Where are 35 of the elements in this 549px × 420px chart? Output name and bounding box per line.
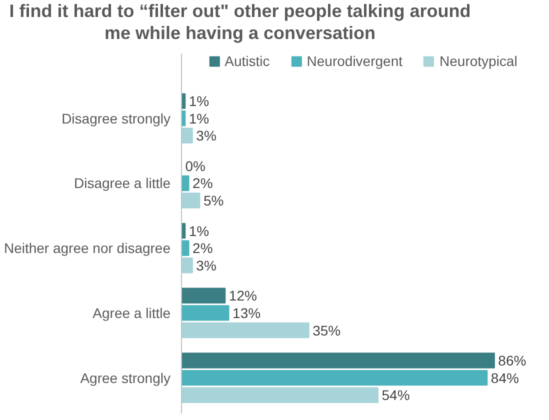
bar bbox=[182, 128, 193, 144]
data-label: 1% bbox=[188, 93, 210, 110]
data-label: 13% bbox=[232, 304, 261, 321]
data-label: 5% bbox=[203, 192, 224, 209]
y-tick-label: Neither agree nor disagree bbox=[4, 240, 171, 256]
bar bbox=[182, 288, 226, 304]
data-label: 0% bbox=[185, 158, 206, 174]
bar bbox=[182, 352, 495, 368]
data-label: 54% bbox=[382, 387, 410, 404]
y-tick-label: Disagree strongly bbox=[62, 110, 170, 126]
data-label: 3% bbox=[196, 128, 216, 144]
legend-label: Neurodivergent bbox=[306, 53, 403, 69]
data-label: 2% bbox=[192, 175, 213, 192]
data-label: 12% bbox=[228, 288, 257, 304]
bar bbox=[182, 175, 190, 192]
bar bbox=[182, 192, 200, 208]
data-label: 1% bbox=[188, 222, 210, 239]
data-label: 3% bbox=[196, 257, 216, 274]
y-tick-label: Disagree a little bbox=[74, 175, 171, 192]
y-tick-label: Agree strongly bbox=[80, 370, 171, 386]
data-label: 35% bbox=[312, 322, 341, 338]
bar bbox=[182, 305, 230, 321]
chart-title: I find it hard to “filter out" other people talking around me while having a conversation bbox=[8, 0, 472, 44]
legend-label: Neurotypical bbox=[440, 53, 518, 69]
bar bbox=[182, 322, 310, 338]
bar bbox=[182, 240, 190, 256]
data-label: 1% bbox=[188, 110, 210, 126]
bar bbox=[182, 370, 488, 386]
y-tick-label: Agree a little bbox=[92, 304, 171, 321]
data-label: 2% bbox=[192, 240, 213, 256]
data-label: 86% bbox=[498, 352, 526, 369]
legend-label: Autistic bbox=[224, 53, 270, 69]
data-label: 84% bbox=[490, 370, 519, 386]
bar bbox=[182, 387, 378, 403]
bar bbox=[182, 258, 193, 274]
